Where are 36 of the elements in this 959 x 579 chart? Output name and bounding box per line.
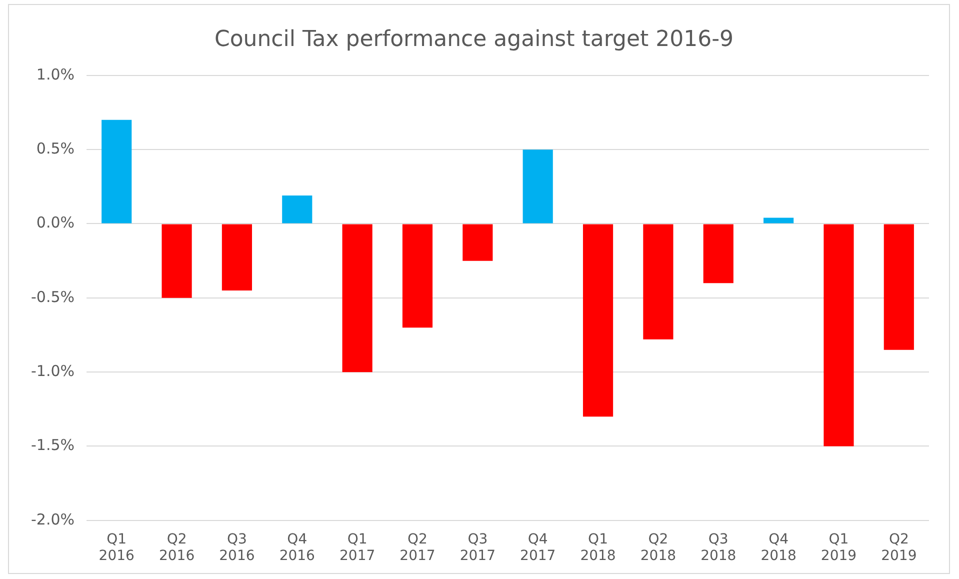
bar [282,196,312,224]
x-tick-label: Q1 2017 [339,531,376,564]
bar [222,224,252,290]
bar [462,224,493,261]
y-tick-label: -1.5% [30,436,75,454]
bar [582,224,614,417]
x-tick-label: Q1 2016 [98,531,135,564]
bar [342,224,372,372]
bar [402,224,433,328]
x-tick-label: Q2 2016 [158,531,195,564]
chart-title: Council Tax performance against target 2016-9 [214,26,734,52]
x-tick-label: Q1 2018 [580,531,616,564]
bar [884,224,914,350]
y-tick-label: 0.5% [36,139,75,158]
y-tick-label: -0.5% [30,288,75,306]
x-tick-label: Q1 2019 [820,531,857,564]
bar [162,224,192,298]
x-tick-label: Q4 2018 [760,531,796,564]
bar [764,218,794,224]
bar [102,120,132,224]
bar [522,150,553,224]
x-tick-label: Q2 2018 [640,531,676,564]
x-tick-label: Q3 2017 [460,531,496,564]
bar [643,224,674,340]
bar [824,224,854,446]
bar [703,224,734,284]
x-tick-label: Q3 2018 [700,531,736,564]
y-tick-label: 0.0% [36,214,75,232]
x-tick-label: Q2 2017 [400,531,436,564]
x-tick-label: Q3 2016 [219,531,255,564]
x-tick-label: Q2 2019 [881,531,917,564]
y-tick-label: -1.0% [30,362,75,380]
x-tick-label: Q4 2016 [279,531,316,564]
x-tick-label: Q4 2017 [520,531,556,564]
y-tick-label: 1.0% [36,65,75,84]
y-tick-label: -2.0% [30,510,75,528]
